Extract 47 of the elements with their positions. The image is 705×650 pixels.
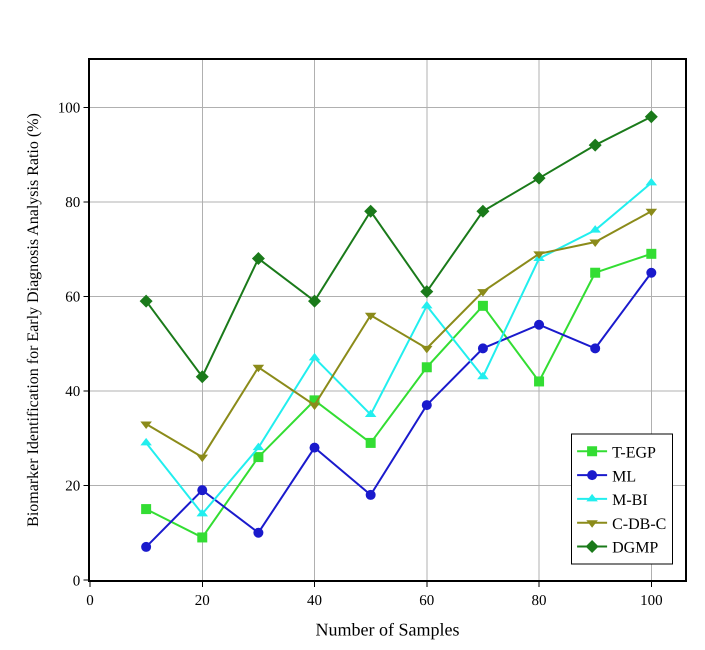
- point: [590, 268, 600, 278]
- x-tick-label: 100: [640, 592, 663, 609]
- x-tick-label: 20: [194, 592, 210, 609]
- point: [644, 110, 658, 124]
- x-tick-label: 60: [419, 592, 434, 609]
- y-tick-label: 40: [65, 384, 80, 400]
- point: [590, 343, 600, 354]
- point: [646, 248, 656, 259]
- point: [141, 504, 152, 514]
- point: [196, 370, 209, 384]
- point: [478, 300, 488, 311]
- legend-label: T-EGP: [612, 444, 656, 462]
- point: [534, 320, 544, 330]
- x-tick-label: 0: [86, 592, 94, 609]
- y-tick-label: 80: [65, 195, 80, 212]
- point: [588, 138, 602, 152]
- x-tick-label: 80: [532, 592, 547, 609]
- y-tick-label: 20: [65, 478, 80, 495]
- x-axis-title: Number of Samples: [316, 619, 460, 640]
- point: [422, 362, 432, 372]
- legend-label: M-BI: [612, 492, 648, 510]
- point: [532, 172, 546, 185]
- point: [420, 285, 434, 298]
- point: [646, 268, 656, 278]
- point: [366, 438, 376, 448]
- point: [310, 442, 320, 453]
- point: [197, 532, 208, 542]
- point: [534, 376, 544, 386]
- x-tick-label: 40: [307, 592, 322, 609]
- point: [253, 452, 264, 462]
- y-tick-label: 100: [58, 100, 80, 117]
- point: [253, 528, 264, 538]
- y-tick-label: 0: [72, 573, 80, 590]
- point: [478, 343, 488, 354]
- y-axis-title: Biomarker Identification for Early Diagnosis Analysis Ratio (%): [25, 113, 42, 527]
- point: [422, 400, 432, 410]
- point: [141, 542, 152, 552]
- legend-label: C-DB-C: [612, 516, 666, 533]
- point: [366, 490, 376, 500]
- legend-label: ML: [612, 468, 636, 486]
- point: [252, 252, 265, 266]
- point: [197, 485, 208, 496]
- point: [476, 204, 490, 218]
- point: [364, 204, 378, 218]
- y-tick-label: 60: [65, 290, 80, 306]
- point: [308, 294, 322, 308]
- point: [140, 294, 153, 308]
